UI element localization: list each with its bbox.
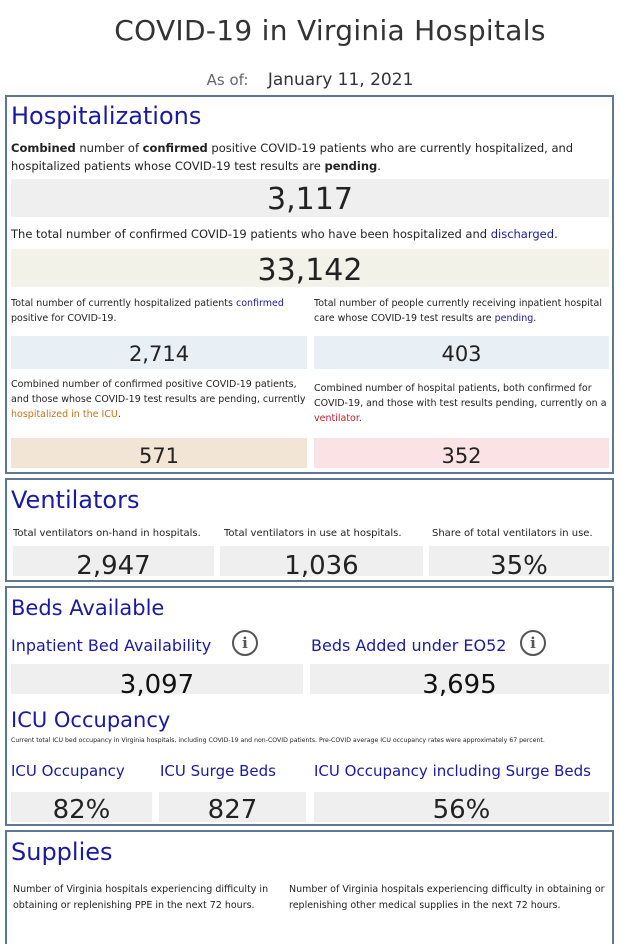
icu-incl-surge-label: ICU Occupancy including Surge Beds: [314, 762, 591, 780]
beds-panel: Beds Available Inpatient Bed Availabilit…: [5, 586, 614, 826]
discharged-value: 33,142: [11, 249, 609, 288]
icu-occupancy-note: Current total ICU bed occupancy in Virgi…: [11, 737, 545, 744]
vent-onhand-value: 2,947: [13, 546, 214, 581]
as-of-label: As of:: [206, 71, 249, 89]
vent-inuse-label: Total ventilators in use at hospitals.: [224, 528, 402, 539]
other-supplies-description: Number of Virginia hospitals experiencin…: [289, 884, 605, 911]
pending-value: 403: [314, 336, 609, 369]
icu-surge-label: ICU Surge Beds: [160, 762, 276, 780]
icu-incl-surge-value: 56%: [314, 792, 609, 825]
combined-hospitalized-value: 3,117: [11, 179, 609, 217]
ventilator-patients-value: 352: [314, 438, 609, 468]
icu-value: 571: [11, 438, 307, 468]
ventilator-description: Combined number of hospital patients, bo…: [314, 383, 607, 424]
icu-surge-value: 827: [159, 792, 306, 825]
vent-onhand-label: Total ventilators on-hand in hospitals.: [13, 528, 201, 539]
icu-description: Combined number of confirmed positive CO…: [11, 379, 306, 420]
beds-title: Beds Available: [11, 596, 165, 620]
hospitalizations-panel: Hospitalizations Combined number of conf…: [5, 95, 614, 474]
inpatient-info-icon[interactable]: i: [232, 630, 258, 656]
ppe-description: Number of Virginia hospitals experiencin…: [13, 884, 269, 911]
combined-description: Combined number of confirmed positive CO…: [11, 141, 574, 173]
ventilators-panel: Ventilators Total ventilators on-hand in…: [5, 478, 614, 582]
vent-inuse-value: 1,036: [220, 546, 423, 581]
pending-description: Total number of people currently receivi…: [314, 298, 602, 324]
as-of-line: As of: January 11, 2021: [0, 70, 620, 90]
icu-occupancy-label: ICU Occupancy: [11, 762, 125, 780]
discharged-description: The total number of confirmed COVID-19 p…: [11, 227, 558, 241]
confirmed-value: 2,714: [11, 336, 307, 369]
vent-share-label: Share of total ventilators in use.: [432, 528, 593, 539]
as-of-date: January 11, 2021: [267, 70, 414, 90]
confirmed-description: Total number of currently hospitalized p…: [11, 298, 284, 324]
ventilators-title: Ventilators: [11, 486, 140, 514]
supplies-panel: Supplies Number of Virginia hospitals ex…: [5, 830, 614, 944]
page-title: COVID-19 in Virginia Hospitals: [114, 14, 546, 47]
inpatient-bed-value: 3,097: [11, 664, 303, 700]
supplies-title: Supplies: [11, 838, 113, 866]
icu-occupancy-value: 82%: [11, 792, 152, 825]
hospitalizations-title: Hospitalizations: [11, 102, 202, 130]
vent-share-value: 35%: [429, 546, 609, 581]
inpatient-bed-label: Inpatient Bed Availability: [11, 636, 212, 655]
eo52-info-icon[interactable]: i: [520, 630, 546, 656]
eo52-bed-label: Beds Added under EO52: [311, 636, 507, 655]
icu-occupancy-title: ICU Occupancy: [11, 708, 171, 732]
eo52-bed-value: 3,695: [310, 664, 609, 700]
